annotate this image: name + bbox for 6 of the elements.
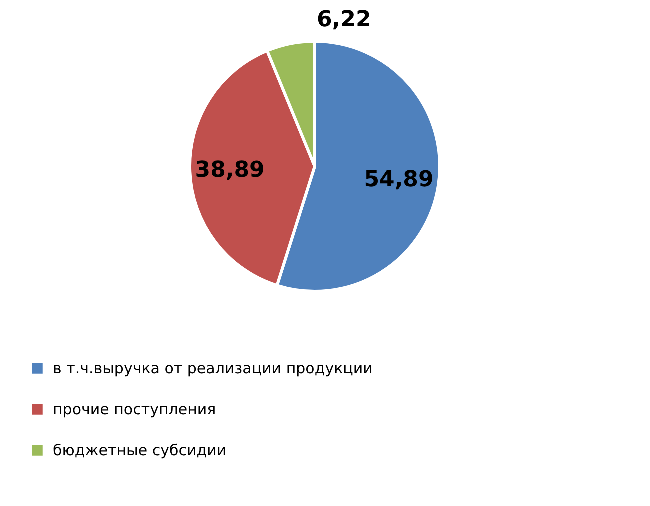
legend-label: бюджетные субсидии [53, 442, 227, 460]
data-label: 54,89 [364, 168, 434, 193]
data-label: 6,22 [316, 7, 372, 32]
data-label: 38,89 [195, 158, 265, 184]
legend-label: в т.ч.выручка от реализации продукции [53, 360, 373, 378]
legend-label: прочие поступления [53, 400, 216, 418]
